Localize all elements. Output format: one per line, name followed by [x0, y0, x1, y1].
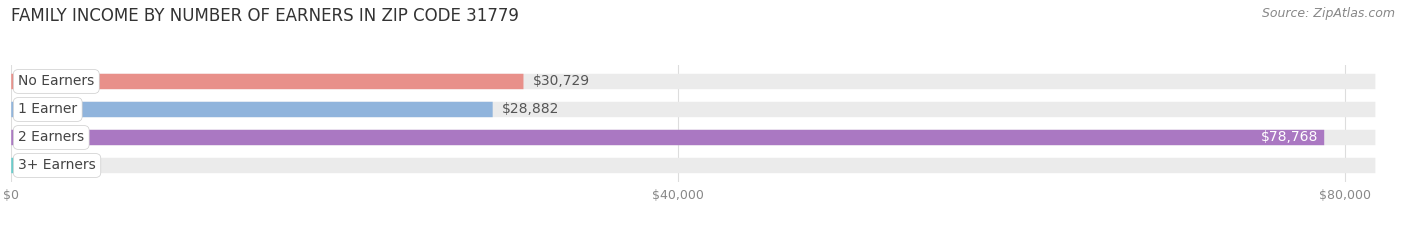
Text: 2 Earners: 2 Earners [18, 130, 84, 144]
Text: 1 Earner: 1 Earner [18, 103, 77, 116]
Text: $0: $0 [73, 158, 91, 172]
FancyBboxPatch shape [11, 158, 1375, 173]
Text: $30,729: $30,729 [533, 75, 591, 89]
Text: Source: ZipAtlas.com: Source: ZipAtlas.com [1261, 7, 1395, 20]
FancyBboxPatch shape [11, 130, 1375, 145]
Text: 3+ Earners: 3+ Earners [18, 158, 96, 172]
Text: $28,882: $28,882 [502, 103, 560, 116]
FancyBboxPatch shape [11, 102, 1375, 117]
FancyBboxPatch shape [11, 158, 63, 173]
Text: $78,768: $78,768 [1261, 130, 1319, 144]
FancyBboxPatch shape [11, 74, 523, 89]
Text: FAMILY INCOME BY NUMBER OF EARNERS IN ZIP CODE 31779: FAMILY INCOME BY NUMBER OF EARNERS IN ZI… [11, 7, 519, 25]
Text: No Earners: No Earners [18, 75, 94, 89]
FancyBboxPatch shape [11, 74, 1375, 89]
FancyBboxPatch shape [11, 130, 1324, 145]
FancyBboxPatch shape [11, 102, 492, 117]
